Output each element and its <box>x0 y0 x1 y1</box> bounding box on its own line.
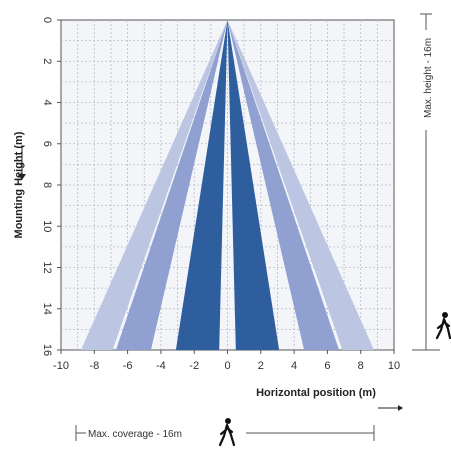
y-tick-label: 6 <box>41 141 53 147</box>
y-axis-arrow-head <box>18 174 26 180</box>
y-tick-label: 14 <box>41 303 53 315</box>
x-tick-label: -2 <box>189 360 199 372</box>
x-tick-label: 8 <box>358 360 364 372</box>
y-tick-label: 16 <box>41 344 53 356</box>
walking-person-icon <box>435 312 451 340</box>
x-tick-label: 4 <box>291 360 297 372</box>
beam-mid-right <box>227 20 340 350</box>
x-tick-label: 6 <box>324 360 330 372</box>
x-tick-label: 0 <box>224 360 230 372</box>
y-tick-labels: 0 2 4 6 8 10 12 14 16 <box>41 17 61 356</box>
beam-fan <box>80 20 375 350</box>
y-tick-label: 0 <box>41 17 53 23</box>
x-tick-labels: -10 -8 -6 -4 -2 0 2 4 6 8 10 <box>53 350 400 372</box>
beam-inner-left <box>175 20 228 350</box>
x-tick-label: -6 <box>123 360 133 372</box>
y-tick-label: 2 <box>41 58 53 64</box>
y-tick-label: 12 <box>41 261 53 273</box>
x-tick-label: 10 <box>388 360 400 372</box>
y-tick-label: 4 <box>41 99 53 105</box>
max-coverage-label: Max. coverage - 16m <box>88 429 182 440</box>
y-tick-label: 8 <box>41 182 53 188</box>
beam-outer-left <box>80 20 228 350</box>
x-tick-label: 2 <box>258 360 264 372</box>
beam-inner-right <box>227 20 280 350</box>
x-axis-arrow-head <box>398 405 403 411</box>
x-axis-title: Horizontal position (m) <box>256 387 376 399</box>
beam-mid-left <box>115 20 228 350</box>
beam-outer-right <box>227 20 375 350</box>
x-tick-label: -4 <box>156 360 166 372</box>
y-axis-title: Mounting Height (m) <box>13 131 25 238</box>
y-tick-label: 10 <box>41 220 53 232</box>
x-tick-label: -10 <box>53 360 69 372</box>
x-tick-label: -8 <box>89 360 99 372</box>
walking-person-icon <box>218 418 236 447</box>
grid-lines <box>61 20 394 350</box>
max-height-label: Max. height - 16m <box>423 38 434 118</box>
